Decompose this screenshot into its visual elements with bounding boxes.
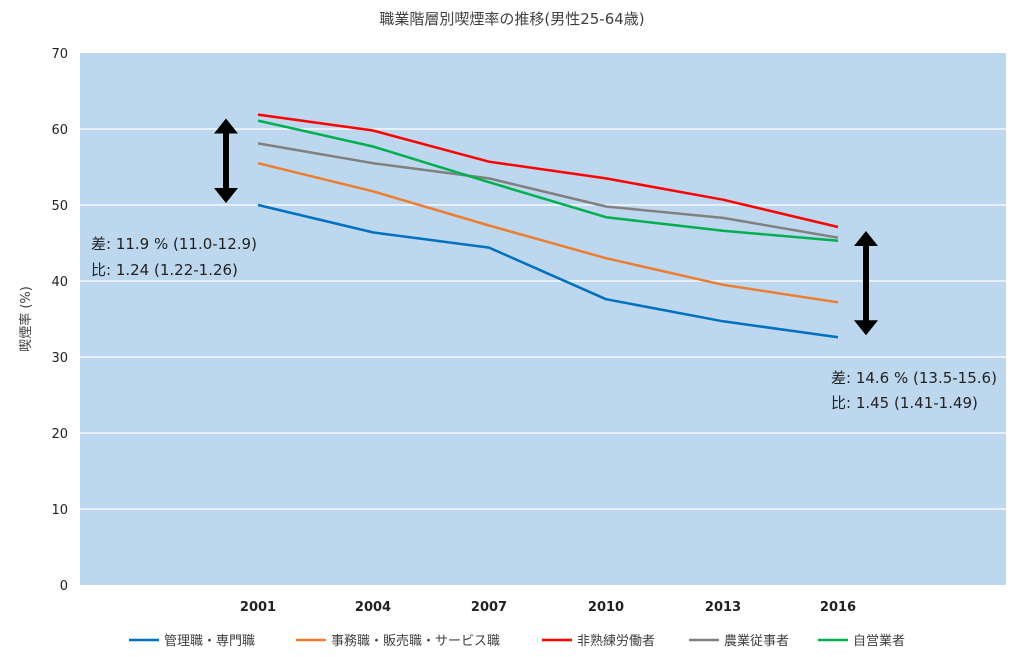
legend-item: 事務職・販売職・サービス職 — [296, 633, 500, 649]
series-line-3 — [257, 142, 839, 239]
legend-label: 農業従事者 — [724, 633, 789, 649]
chart-title: 職業階層別喫煙率の推移(男性25-64歳) — [379, 10, 644, 28]
plot-area — [80, 53, 1006, 585]
y-axis-label: 喫煙率 (%) — [18, 286, 34, 352]
gridlines — [80, 128, 1006, 510]
legend-item: 自営業者 — [818, 633, 905, 649]
legend: 管理職・専門職 事務職・販売職・サービス職 非熟練労働者 農業従事者 自営業者 — [129, 633, 905, 649]
x-tick-label: 2013 — [705, 600, 741, 615]
y-tick-label: 0 — [60, 579, 68, 594]
x-tick-label: 2004 — [355, 600, 391, 615]
legend-item: 管理職・専門職 — [129, 634, 255, 649]
y-tick-label: 60 — [51, 123, 68, 138]
y-tick-label: 30 — [51, 351, 68, 366]
y-tick-label: 20 — [51, 427, 68, 442]
y-tick-label: 70 — [51, 47, 68, 62]
series-line-4 — [257, 119, 839, 242]
x-tick-label: 2016 — [820, 600, 856, 615]
difference-arrows — [214, 118, 878, 336]
y-axis-ticks: 0 10 20 30 40 50 60 70 — [51, 47, 68, 594]
annotation-2001-ratio: 比: 1.24 (1.22-1.26) — [91, 261, 238, 279]
y-tick-label: 50 — [51, 199, 68, 214]
x-axis-ticks: 2001 2004 2007 2010 2013 2016 — [240, 600, 856, 615]
y-tick-label: 10 — [51, 503, 68, 518]
difference-arrow — [854, 231, 878, 336]
legend-item: 農業従事者 — [689, 633, 789, 649]
x-tick-label: 2007 — [471, 600, 507, 615]
annotation-2016-diff: 差: 14.6 % (13.5-15.6) — [831, 369, 997, 387]
x-tick-label: 2010 — [588, 600, 624, 615]
series-line-0 — [257, 203, 839, 339]
legend-label: 管理職・専門職 — [164, 634, 255, 649]
legend-label: 非熟練労働者 — [577, 633, 655, 649]
legend-item: 非熟練労働者 — [542, 633, 655, 649]
y-tick-label: 40 — [51, 275, 68, 290]
legend-label: 事務職・販売職・サービス職 — [331, 633, 500, 649]
x-tick-label: 2001 — [240, 600, 276, 615]
difference-arrow — [214, 118, 238, 203]
series-line-2 — [257, 113, 839, 229]
series-lines — [257, 113, 839, 339]
annotation-2001-diff: 差: 11.9 % (11.0-12.9) — [91, 235, 257, 253]
legend-label: 自営業者 — [853, 633, 905, 649]
annotation-2016-ratio: 比: 1.45 (1.41-1.49) — [831, 394, 978, 412]
series-line-1 — [257, 161, 839, 304]
